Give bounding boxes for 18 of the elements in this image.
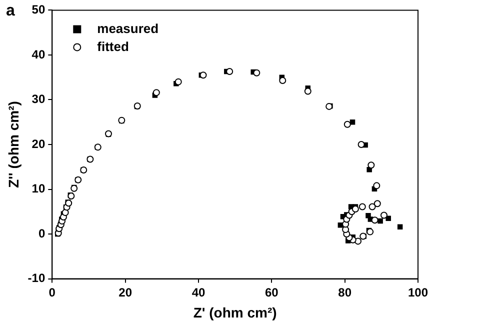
x-tick-label: 100 bbox=[408, 285, 428, 300]
y-tick-label: 50 bbox=[32, 2, 46, 17]
legend-label: measured bbox=[97, 20, 159, 36]
x-tick-label: 60 bbox=[264, 285, 279, 300]
y-tick-label: 10 bbox=[32, 182, 46, 196]
x-tick-label: 80 bbox=[338, 285, 352, 300]
y-tick-label: 40 bbox=[32, 47, 46, 62]
y-tick-label: -10 bbox=[28, 271, 46, 286]
legend-label: fitted bbox=[97, 38, 129, 54]
x-tick-label: 40 bbox=[192, 285, 206, 300]
y-tick-label: 0 bbox=[38, 226, 46, 240]
x-tick-label: 0 bbox=[48, 285, 56, 300]
y-tick-label: 30 bbox=[32, 92, 46, 106]
y-axis-title: Z'' (ohm cm²) bbox=[5, 101, 22, 188]
x-axis-title: Z' (ohm cm²) bbox=[193, 304, 277, 320]
y-tick-label: 20 bbox=[32, 136, 46, 151]
text: a bbox=[6, 2, 15, 20]
x-tick-label: 20 bbox=[118, 285, 132, 300]
